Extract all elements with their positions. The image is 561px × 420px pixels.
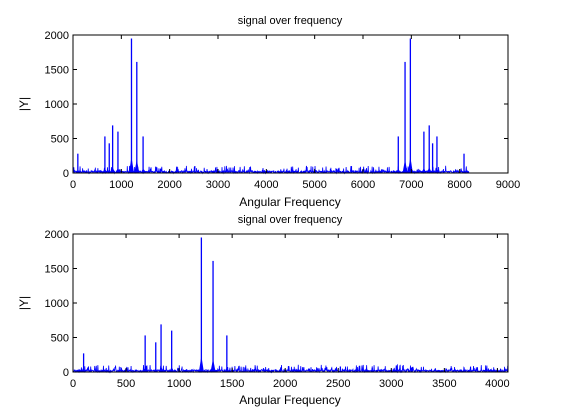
- bottom-ytick-label-2: 1000: [45, 298, 69, 310]
- bottom-ytick-label-0: 0: [63, 367, 69, 379]
- top-xtick-label-7: 7000: [399, 179, 423, 191]
- bottom-xtick-label-1: 500: [117, 378, 135, 390]
- top-xtick-label-8: 8000: [447, 179, 471, 191]
- bottom-ytick-label-3: 1500: [45, 264, 69, 276]
- top-xtick-label-1: 1000: [109, 179, 133, 191]
- top-ytick-label-4: 2000: [45, 30, 69, 42]
- top-subplot: signal over frequency 0 1000 2000 3000 4000 5…: [17, 15, 520, 209]
- top-xtick-label-9: 9000: [496, 179, 520, 191]
- bottom-xtick-label-8: 4000: [485, 378, 509, 390]
- bottom-xtick-label-5: 2500: [326, 378, 350, 390]
- top-ytick-label-3: 1500: [45, 65, 69, 77]
- top-ylabel: |Y|: [17, 97, 31, 111]
- top-xtick-label-4: 4000: [254, 179, 278, 191]
- top-ticks: 0 1000 2000 3000 4000 5000 6000 7000 8000 9000 0 50…: [45, 30, 521, 191]
- bottom-xtick-label-7: 3500: [432, 378, 456, 390]
- bottom-xlabel: Angular Frequency: [239, 393, 340, 407]
- top-xtick-label-6: 6000: [351, 179, 375, 191]
- bottom-ylabel: |Y|: [17, 296, 31, 310]
- bottom-xtick-label-0: 0: [70, 378, 76, 390]
- top-ytick-label-2: 1000: [45, 99, 69, 111]
- bottom-xtick-label-3: 1500: [220, 378, 244, 390]
- bottom-title: signal over frequency: [238, 214, 343, 226]
- top-series: [72, 38, 470, 175]
- bottom-subplot: signal over frequency 0 500 1000 1500 2000 25…: [17, 214, 510, 407]
- top-xtick-label-0: 0: [70, 179, 76, 191]
- bottom-ticks: 0 500 1000 1500 2000 2500 3000 3500 4000 0 500 1000…: [45, 229, 510, 390]
- bottom-series: [72, 237, 509, 374]
- top-ytick-label-0: 0: [63, 168, 69, 180]
- top-xtick-label-5: 5000: [302, 179, 326, 191]
- bottom-ytick-label-4: 2000: [45, 229, 69, 241]
- bottom-ytick-label-1: 500: [51, 333, 69, 345]
- bottom-xtick-label-6: 3000: [379, 378, 403, 390]
- bottom-xtick-label-2: 1000: [167, 378, 191, 390]
- top-xtick-label-2: 2000: [157, 179, 181, 191]
- top-xlabel: Angular Frequency: [239, 195, 340, 209]
- bottom-xtick-label-4: 2000: [273, 378, 297, 390]
- top-xtick-label-3: 3000: [206, 179, 230, 191]
- top-ytick-label-1: 500: [51, 134, 69, 146]
- top-title: signal over frequency: [238, 15, 343, 27]
